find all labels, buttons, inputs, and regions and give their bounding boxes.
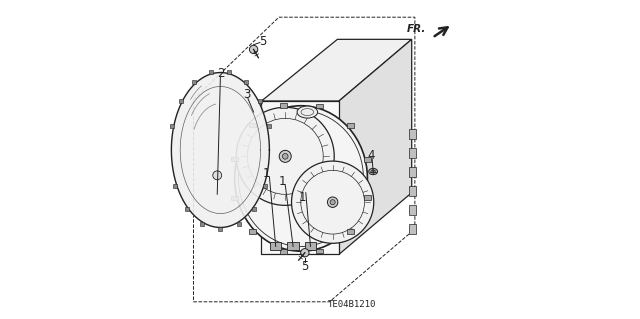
Polygon shape bbox=[270, 242, 282, 250]
Ellipse shape bbox=[297, 106, 317, 118]
Polygon shape bbox=[249, 123, 256, 128]
Text: 1: 1 bbox=[262, 167, 270, 180]
Polygon shape bbox=[172, 72, 269, 227]
Polygon shape bbox=[262, 39, 412, 101]
Polygon shape bbox=[408, 130, 416, 139]
Ellipse shape bbox=[371, 170, 375, 173]
Text: 1: 1 bbox=[278, 175, 286, 188]
Polygon shape bbox=[280, 103, 287, 108]
Polygon shape bbox=[347, 229, 354, 234]
Polygon shape bbox=[249, 229, 256, 234]
Text: 4: 4 bbox=[367, 149, 375, 162]
Polygon shape bbox=[231, 157, 238, 161]
Ellipse shape bbox=[213, 171, 221, 180]
Polygon shape bbox=[339, 39, 412, 254]
Polygon shape bbox=[364, 157, 371, 162]
Text: TE04B1210: TE04B1210 bbox=[328, 300, 376, 309]
Text: FR.: FR. bbox=[406, 24, 426, 33]
Polygon shape bbox=[408, 148, 416, 158]
Polygon shape bbox=[364, 195, 371, 200]
Ellipse shape bbox=[250, 45, 258, 54]
Text: 2: 2 bbox=[217, 67, 224, 80]
Polygon shape bbox=[280, 249, 287, 254]
Text: 5: 5 bbox=[301, 260, 308, 272]
Polygon shape bbox=[231, 196, 238, 200]
Text: 3: 3 bbox=[243, 88, 250, 101]
Ellipse shape bbox=[292, 161, 374, 243]
Ellipse shape bbox=[328, 197, 338, 207]
Polygon shape bbox=[305, 242, 316, 250]
Polygon shape bbox=[408, 205, 416, 215]
Text: 5: 5 bbox=[259, 35, 266, 48]
Ellipse shape bbox=[330, 200, 335, 205]
Polygon shape bbox=[316, 249, 323, 253]
Ellipse shape bbox=[236, 107, 334, 205]
Polygon shape bbox=[408, 224, 416, 234]
Polygon shape bbox=[347, 123, 354, 128]
Ellipse shape bbox=[282, 153, 288, 159]
Polygon shape bbox=[408, 186, 416, 196]
Polygon shape bbox=[287, 242, 299, 250]
Ellipse shape bbox=[301, 249, 309, 257]
Ellipse shape bbox=[369, 168, 378, 175]
Polygon shape bbox=[408, 167, 416, 177]
Polygon shape bbox=[262, 101, 339, 254]
Ellipse shape bbox=[235, 106, 367, 251]
Ellipse shape bbox=[279, 150, 291, 162]
Polygon shape bbox=[316, 104, 323, 108]
Text: 1: 1 bbox=[299, 191, 307, 204]
